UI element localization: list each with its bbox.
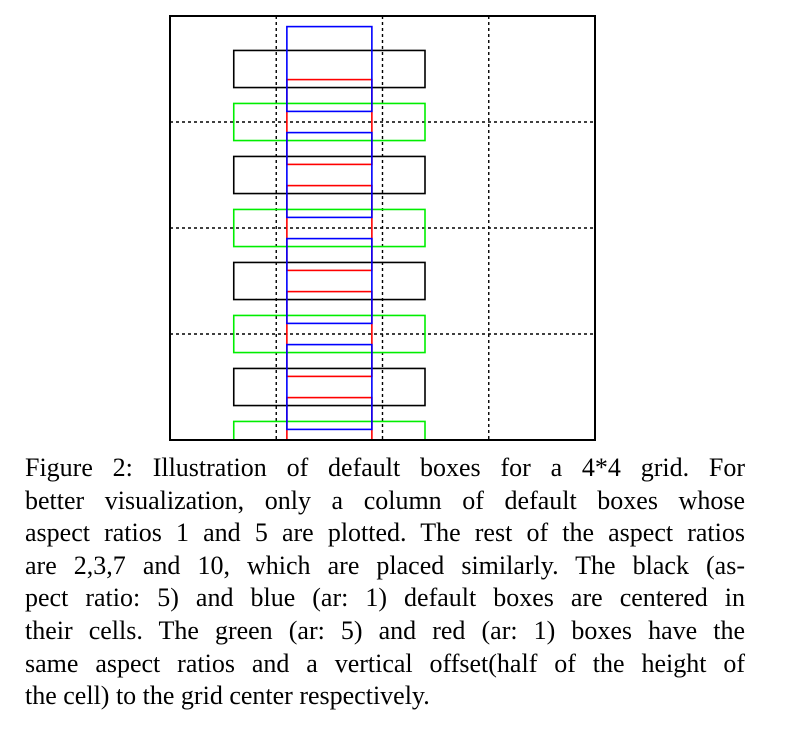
blue-centered-box-ar1 [286, 131, 373, 219]
blue-centered-box-ar1 [286, 25, 373, 113]
green-offset-box-ar5 [232, 420, 426, 440]
green-offset-box-ar5 [232, 208, 426, 248]
red-offset-box-ar1 [286, 184, 373, 272]
default-boxes-diagram [169, 15, 596, 441]
red-offset-box-ar1 [286, 78, 373, 166]
green-offset-box-ar5 [232, 314, 426, 354]
green-offset-box-ar5 [232, 102, 426, 142]
caption-line-8: the cell) to the grid center respectivel… [25, 681, 430, 711]
black-centered-box-ar5 [232, 49, 426, 89]
figure-caption: Figure 2: Illustration of default boxes … [25, 452, 745, 713]
red-offset-box-ar1 [286, 396, 373, 440]
caption-line-5: pect ratio: 5) and blue (ar: 1) default … [25, 583, 745, 613]
caption-line-3: aspect ratios 1 and 5 are plotted. The r… [25, 518, 745, 548]
red-offset-box-ar1 [286, 290, 373, 378]
blue-centered-box-ar1 [286, 343, 373, 431]
grid-frame [169, 15, 596, 441]
black-centered-box-ar5 [232, 155, 426, 195]
caption-line-6: their cells. The green (ar: 5) and red (… [25, 615, 745, 645]
caption-line-4: are 2,3,7 and 10, which are placed simil… [25, 550, 745, 580]
figure-illustration [169, 15, 596, 441]
blue-centered-box-ar1 [286, 237, 373, 325]
caption-line-7: same aspect ratios and a vertical offset… [25, 648, 745, 678]
caption-line-2: better visualization, only a column of d… [25, 485, 745, 515]
black-centered-box-ar5 [232, 367, 426, 407]
black-centered-box-ar5 [232, 261, 426, 301]
caption-line-1: Figure 2: Illustration of default boxes … [25, 453, 745, 482]
default-boxes [232, 25, 426, 440]
